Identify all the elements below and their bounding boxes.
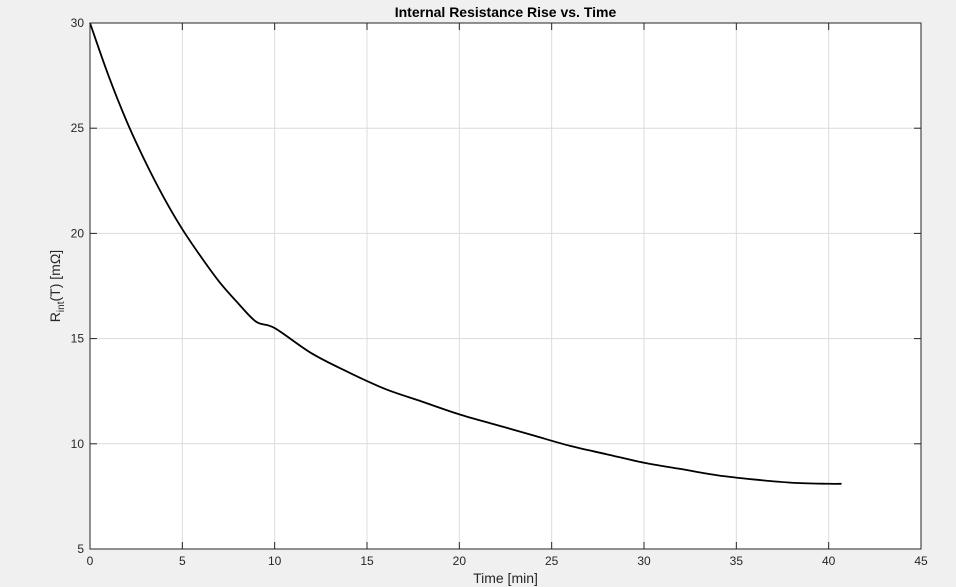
y-tick-label: 30 <box>71 16 85 30</box>
y-axis-label: Rint(T) [mΩ] <box>47 250 67 322</box>
y-axis-label-subscript: int <box>56 301 67 312</box>
x-tick-label: 20 <box>453 554 467 568</box>
x-tick-label: 45 <box>914 554 928 568</box>
x-tick-label: 35 <box>730 554 744 568</box>
axes-box <box>89 22 922 550</box>
series-line <box>89 22 842 485</box>
x-tick-label: 40 <box>822 554 836 568</box>
x-axis-label: Time [min] <box>473 570 538 586</box>
y-axis-label-main: R <box>47 312 63 322</box>
x-tick-label: 10 <box>268 554 282 568</box>
x-tick-label: 0 <box>87 554 94 568</box>
chart-title: Internal Resistance Rise vs. Time <box>395 4 617 20</box>
x-tick-label: 25 <box>545 554 559 568</box>
x-tick-label: 15 <box>360 554 374 568</box>
y-tick-label: 25 <box>71 121 85 135</box>
y-tick-label: 20 <box>71 226 85 240</box>
y-tick-label: 10 <box>71 437 85 451</box>
y-axis-label-rest: (T) [mΩ] <box>47 250 63 302</box>
y-tick-label: 5 <box>77 542 84 556</box>
x-tick-label: 30 <box>637 554 651 568</box>
y-tick-label: 15 <box>71 332 85 346</box>
plot-area <box>90 23 921 549</box>
x-tick-label: 5 <box>179 554 186 568</box>
